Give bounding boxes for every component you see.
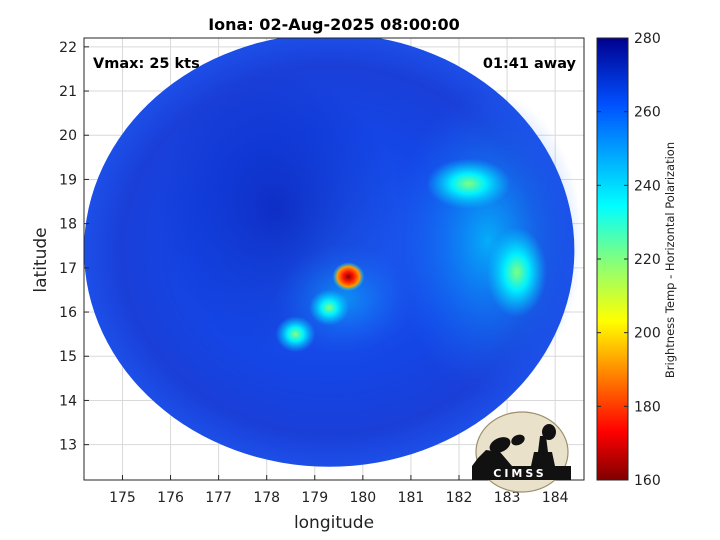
colorbar-tick-label: 220 xyxy=(634,252,661,268)
y-tick-label: 16 xyxy=(59,305,77,321)
y-tick-label: 15 xyxy=(59,349,77,365)
x-tick-label: 179 xyxy=(301,490,328,506)
y-tick-label: 22 xyxy=(59,40,77,56)
chart-title: Iona: 02-Aug-2025 08:00:00 xyxy=(208,15,460,34)
colorbar-tick-label: 280 xyxy=(634,31,661,47)
convective-feature xyxy=(309,289,350,326)
colorbar-tick-label: 160 xyxy=(634,473,661,489)
y-tick-label: 17 xyxy=(59,261,77,277)
x-tick-label: 178 xyxy=(253,490,280,506)
y-tick-label: 20 xyxy=(59,128,77,144)
x-axis-ticks: 175 176 177 178 179 180 181 182 183 184 xyxy=(109,475,569,506)
swath-east-region xyxy=(392,91,583,392)
y-axis-ticks: 13 14 15 16 17 18 19 20 21 22 xyxy=(59,40,89,454)
colorbar-tick-label: 200 xyxy=(634,326,661,342)
y-tick-label: 14 xyxy=(59,393,77,409)
y-tick-label: 18 xyxy=(59,217,77,233)
logo-dish-icon xyxy=(489,437,511,453)
x-axis-label: longitude xyxy=(294,513,374,533)
colorbar-tick-label: 260 xyxy=(634,105,661,121)
logo-silhouette xyxy=(472,436,571,480)
colorbar-ticks: 160 180 200 220 240 260 280 xyxy=(597,31,661,489)
y-axis-label: latitude xyxy=(31,227,51,292)
x-tick-label: 184 xyxy=(542,490,569,506)
colorbar-tick-label: 240 xyxy=(634,178,661,194)
y-tick-label: 19 xyxy=(59,172,77,188)
convective-feature xyxy=(426,158,511,210)
x-tick-label: 177 xyxy=(205,490,232,506)
plot-frame xyxy=(83,37,585,481)
convective-feature xyxy=(332,262,365,292)
colorbar-tick-label: 180 xyxy=(634,399,661,415)
y-tick-label: 13 xyxy=(59,438,77,454)
x-tick-label: 176 xyxy=(157,490,184,506)
x-tick-label: 183 xyxy=(494,490,521,506)
cimss-logo: CIMSS xyxy=(472,411,571,493)
x-tick-label: 180 xyxy=(349,490,376,506)
x-tick-label: 182 xyxy=(446,490,473,506)
x-tick-label: 181 xyxy=(398,490,425,506)
colorbar xyxy=(596,37,629,481)
convective-feature xyxy=(275,316,316,353)
logo-tower-icon xyxy=(542,424,556,440)
microwave-swath xyxy=(84,38,583,467)
logo-dish-small-icon xyxy=(511,434,525,446)
colorbar-label: Brightness Temp - Horizontal Polarizatio… xyxy=(663,142,677,378)
x-tick-label: 175 xyxy=(109,490,136,506)
vmax-label: Vmax: 25 kts xyxy=(93,56,200,72)
logo-text: CIMSS xyxy=(493,467,546,480)
convective-feature xyxy=(486,227,547,318)
time-offset-label: 01:41 away xyxy=(483,56,577,72)
y-tick-label: 21 xyxy=(59,84,77,100)
